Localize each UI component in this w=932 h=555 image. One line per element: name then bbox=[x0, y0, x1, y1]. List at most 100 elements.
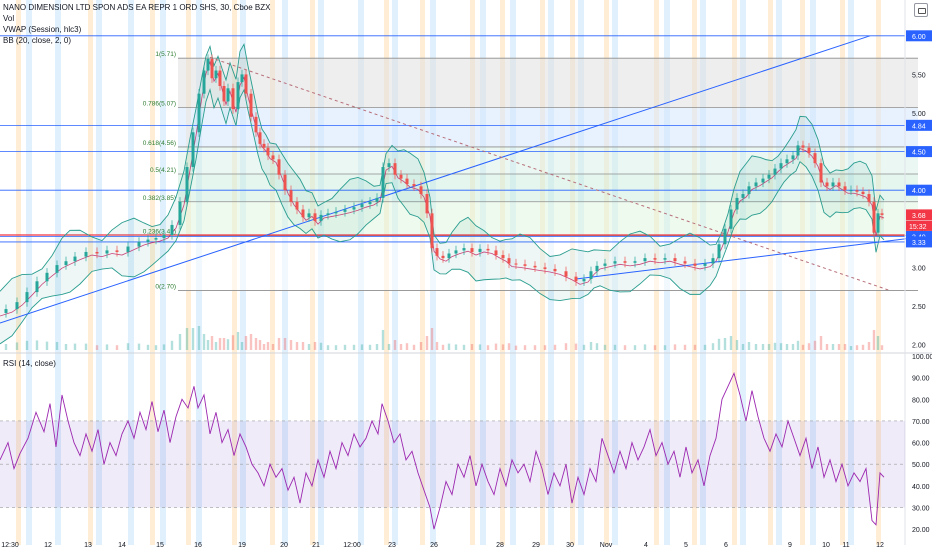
time-tick-label: 28 bbox=[496, 542, 504, 549]
candle-body bbox=[693, 263, 697, 266]
volume-bar bbox=[283, 338, 287, 350]
candle-body bbox=[266, 147, 270, 156]
volume-bar bbox=[170, 340, 174, 350]
volume-bar bbox=[711, 343, 715, 350]
legend-vol[interactable]: Vol bbox=[3, 14, 15, 23]
candle-body bbox=[425, 194, 429, 214]
candle-body bbox=[105, 250, 109, 254]
candle-body bbox=[73, 256, 77, 262]
fib-zone bbox=[178, 173, 918, 202]
volume-bar bbox=[249, 334, 253, 350]
candle-body bbox=[146, 239, 150, 242]
candle-body bbox=[653, 258, 657, 260]
time-tick-label: 5 bbox=[684, 542, 688, 549]
price-badge bbox=[906, 236, 932, 248]
legend-bb[interactable]: BB (20, close, 2, 0) bbox=[3, 36, 72, 45]
volume-bar bbox=[663, 345, 667, 350]
price-badge-label: 4.84 bbox=[912, 123, 926, 130]
session-stripe bbox=[16, 0, 21, 545]
volume-bar bbox=[25, 340, 29, 350]
volume-bar bbox=[95, 345, 99, 350]
candle-body bbox=[494, 250, 498, 256]
candle-body bbox=[779, 163, 783, 169]
candle-body bbox=[95, 251, 99, 254]
time-tick-label: 12 bbox=[44, 542, 52, 549]
time-tick-label: 12 bbox=[876, 542, 884, 549]
candle-body bbox=[603, 263, 607, 266]
price-badge bbox=[906, 209, 932, 221]
volume-bar bbox=[683, 344, 687, 350]
candle-body bbox=[307, 213, 311, 218]
rsi-tick-label: 30.00 bbox=[912, 506, 930, 513]
candle-body bbox=[831, 182, 835, 187]
volume-bar bbox=[375, 344, 379, 350]
volume-bar bbox=[210, 336, 214, 350]
candle-body bbox=[387, 163, 391, 168]
camera-icon[interactable] bbox=[914, 3, 928, 17]
volume-bar bbox=[399, 344, 403, 350]
volume-bar bbox=[855, 345, 859, 350]
fib-level-label: 0(2.70) bbox=[155, 284, 176, 291]
legend-vwap[interactable]: VWAP (Session, hlc3) bbox=[3, 25, 82, 34]
candle-body bbox=[313, 213, 317, 222]
volume-bar bbox=[773, 342, 777, 350]
candle-body bbox=[126, 246, 130, 252]
volume-bar bbox=[623, 345, 627, 350]
price-tick-label: 3.00 bbox=[912, 265, 926, 272]
volume-bar bbox=[653, 345, 657, 350]
price-badge bbox=[906, 119, 932, 131]
candle-body bbox=[454, 250, 458, 254]
volume-bar bbox=[240, 342, 244, 350]
candle-body bbox=[791, 155, 795, 160]
volume-bar bbox=[761, 344, 765, 350]
volume-bar bbox=[73, 343, 77, 350]
candle-body bbox=[301, 209, 305, 218]
volume-bar bbox=[779, 343, 783, 350]
volume-bar bbox=[454, 344, 458, 350]
volume-bar bbox=[236, 332, 240, 350]
rsi-tick-label: 90.00 bbox=[912, 376, 930, 383]
rsi-tick-label: 80.00 bbox=[912, 397, 930, 404]
candle-body bbox=[45, 272, 49, 282]
candle-body bbox=[55, 265, 59, 273]
volume-bar bbox=[543, 345, 547, 350]
candle-body bbox=[785, 159, 789, 164]
volume-bar bbox=[589, 342, 593, 350]
volume-bar bbox=[741, 344, 745, 350]
volume-bar bbox=[849, 346, 853, 350]
candle-body bbox=[507, 258, 511, 264]
candle-body bbox=[343, 209, 347, 212]
candle-body bbox=[447, 253, 451, 259]
price-badge-label: 3.68 bbox=[912, 213, 926, 220]
candle-body bbox=[807, 147, 811, 154]
volume-bar bbox=[425, 336, 429, 350]
candle-body bbox=[663, 258, 667, 260]
candle-body bbox=[849, 190, 853, 192]
price-badge bbox=[906, 146, 932, 158]
candle-body bbox=[368, 201, 372, 205]
volume-bar bbox=[258, 340, 262, 350]
price-badge bbox=[906, 30, 932, 42]
candle-body bbox=[202, 70, 206, 94]
time-tick-label: 23 bbox=[388, 542, 396, 549]
price-badge-label: 6.00 bbox=[912, 34, 926, 41]
legend-rsi[interactable]: RSI (14, close) bbox=[3, 359, 56, 368]
volume-bar bbox=[368, 344, 372, 350]
candle-body bbox=[206, 58, 210, 71]
candle-body bbox=[543, 267, 547, 269]
fib-level-label: 0.618(4.56) bbox=[143, 140, 176, 147]
candle-body bbox=[761, 178, 765, 183]
volume-bar bbox=[825, 344, 829, 350]
time-tick-label: 12:00 bbox=[343, 542, 361, 549]
candle-body bbox=[643, 258, 647, 262]
candle-body bbox=[553, 268, 557, 272]
volume-bar bbox=[393, 340, 397, 350]
volume-bar bbox=[178, 334, 182, 350]
candle-body bbox=[867, 194, 871, 202]
candle-body bbox=[717, 244, 721, 259]
candle-body bbox=[360, 204, 364, 208]
candle-body bbox=[381, 167, 385, 198]
price-tick-label: 2.00 bbox=[912, 343, 926, 350]
